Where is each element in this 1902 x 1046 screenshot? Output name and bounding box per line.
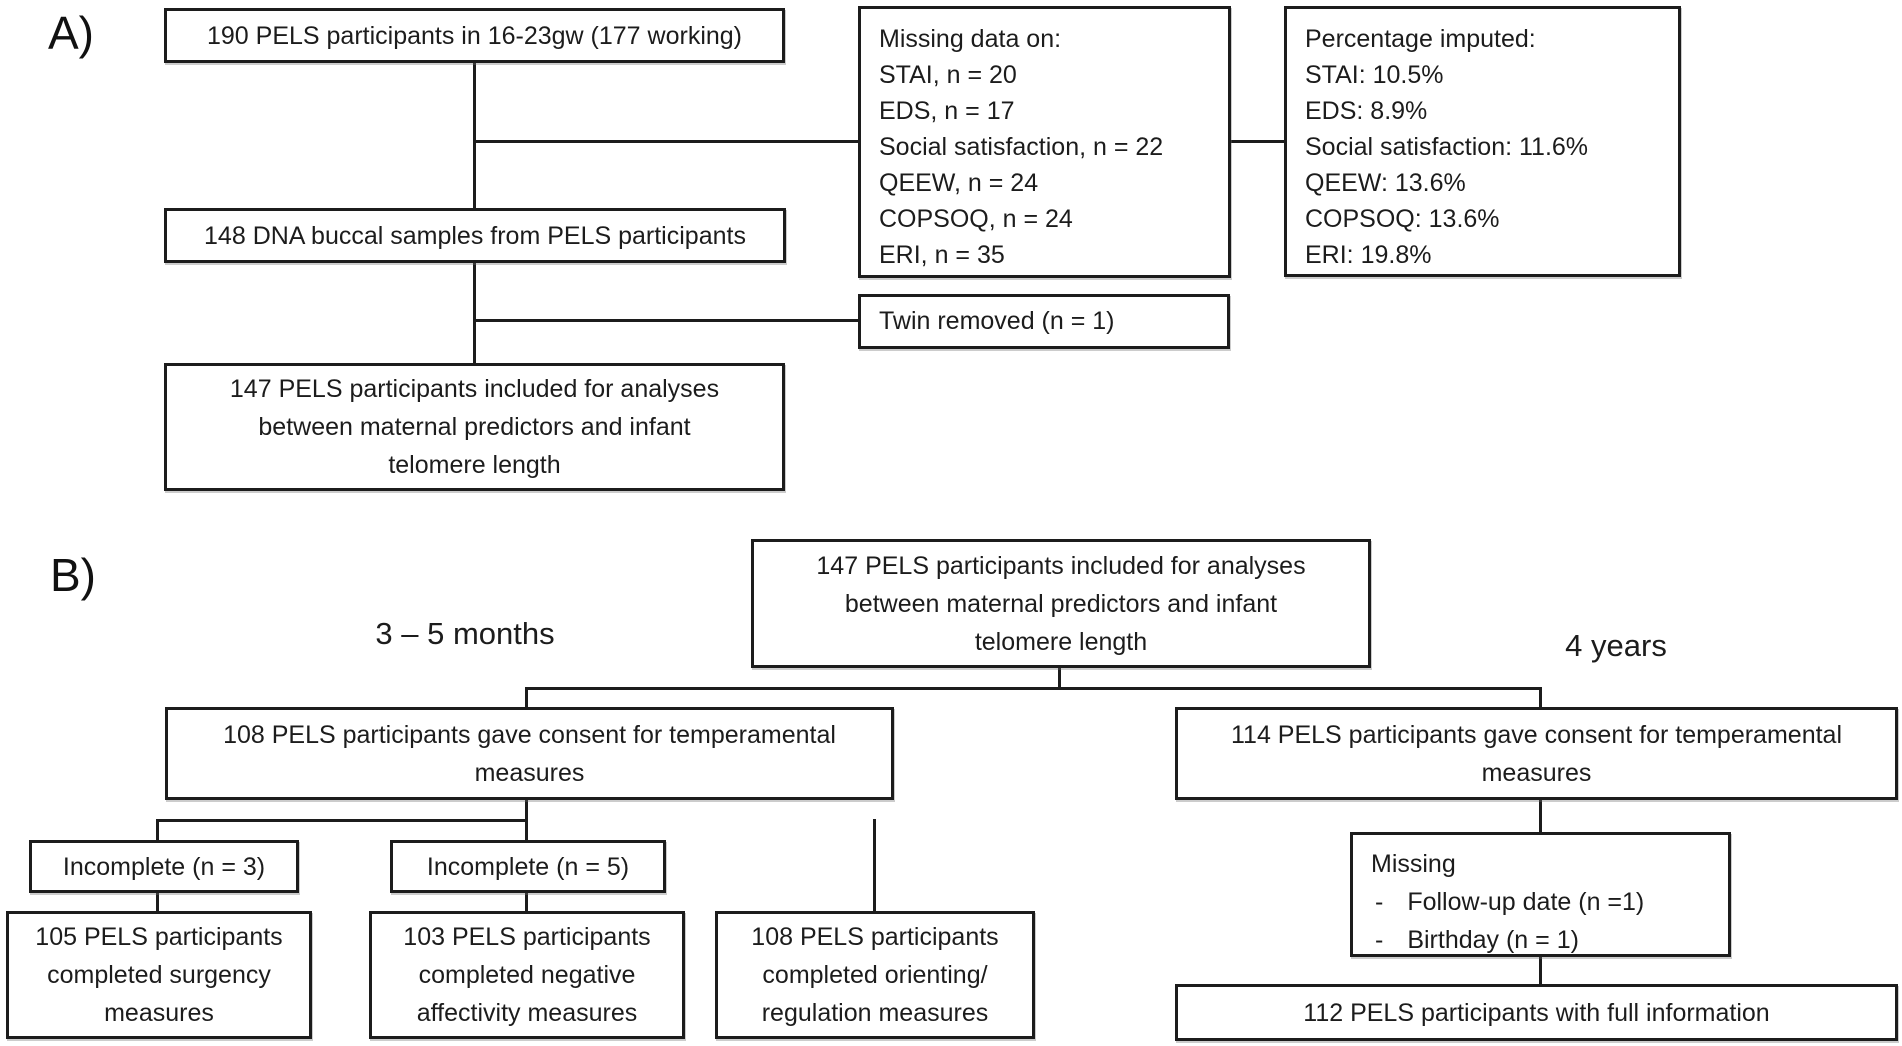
box-147-included-panel-a: 147 PELS participants included for analy… xyxy=(164,363,785,491)
box-108-orienting-line-3: regulation measures xyxy=(761,999,989,1027)
connector-a-branch-missing-data xyxy=(474,140,858,143)
box-112-text: 112 PELS participants with full informat… xyxy=(1303,998,1770,1027)
connector-b-stub-147 xyxy=(1058,666,1061,690)
connector-b-drop-103 xyxy=(525,891,528,913)
missing-data-eds: EDS, n = 17 xyxy=(879,97,1015,125)
box-missing-title: Missing xyxy=(1371,850,1456,878)
box-108-consent-line-2: measures xyxy=(474,758,585,787)
missing-data-qeew: QEEW, n = 24 xyxy=(879,169,1039,197)
connector-b-drop-orienting xyxy=(873,819,876,913)
missing-data-copsoq: COPSOQ, n = 24 xyxy=(879,205,1073,233)
box-147b-line-1: 147 PELS participants included for analy… xyxy=(816,551,1306,580)
box-incomplete-3-text: Incomplete (n = 3) xyxy=(62,852,266,881)
connector-b-splitter xyxy=(525,687,1542,690)
imputed-social: Social satisfaction: 11.6% xyxy=(1305,133,1589,161)
box-missing-followup: Missing - Follow-up date (n =1) - Birthd… xyxy=(1350,832,1731,957)
connector-b-drop-105 xyxy=(156,891,159,913)
box-incomplete-5-text: Incomplete (n = 5) xyxy=(426,852,630,881)
connector-b-drop-108 xyxy=(525,687,528,709)
box-114-consent-line-1: 114 PELS participants gave consent for t… xyxy=(1231,720,1842,749)
box-114-consent-line-2: measures xyxy=(1481,758,1592,787)
missing-data-stai: STAI, n = 20 xyxy=(879,61,1017,89)
connector-b-drop-114 xyxy=(1539,687,1542,709)
box-147a-line-1: 147 PELS participants included for analy… xyxy=(229,375,720,403)
box-108-orienting-line-2: completed orienting/ xyxy=(762,961,988,989)
connector-a-branch-twin-removed xyxy=(474,319,858,322)
bullet-followup-text: Follow-up date (n =1) xyxy=(1407,888,1645,916)
box-103-negative-affectivity: 103 PELS participants completed negative… xyxy=(369,911,685,1039)
box-147b-line-2: between maternal predictors and infant xyxy=(844,589,1278,618)
box-missing-bullet-followup: - Follow-up date (n =1) xyxy=(1371,883,1712,921)
box-108-consent-line-1: 108 PELS participants gave consent for t… xyxy=(223,720,836,749)
bullet-birthday-text: Birthday (n = 1) xyxy=(1407,926,1579,954)
box-missing-bullet-birthday: - Birthday (n = 1) xyxy=(1371,921,1712,959)
connector-b-missing-to-112 xyxy=(1539,955,1542,986)
box-190-participants: 190 PELS participants in 16-23gw (177 wo… xyxy=(164,8,785,63)
connector-b-drop-incomplete-5 xyxy=(525,819,528,842)
imputed-qeew: QEEW: 13.6% xyxy=(1305,169,1466,197)
box-twin-removed-text: Twin removed (n = 1) xyxy=(879,307,1115,335)
box-114-consent: 114 PELS participants gave consent for t… xyxy=(1175,707,1898,800)
connector-a-trunk-upper xyxy=(473,63,476,209)
box-108-orienting-regulation: 108 PELS participants completed orientin… xyxy=(715,911,1035,1039)
box-incomplete-5: Incomplete (n = 5) xyxy=(390,840,666,893)
timepoint-4-years-label: 4 years xyxy=(1565,628,1667,663)
box-148-dna-samples: 148 DNA buccal samples from PELS partici… xyxy=(164,208,786,263)
panel-b-label: B) xyxy=(50,549,96,601)
box-105-line-3: measures xyxy=(104,999,214,1027)
box-103-line-3: affectivity measures xyxy=(416,999,638,1027)
missing-data-social: Social satisfaction, n = 22 xyxy=(879,133,1164,161)
box-147b-line-3: telomere length xyxy=(974,627,1148,656)
box-148-dna-samples-text: 148 DNA buccal samples from PELS partici… xyxy=(204,221,746,250)
box-twin-removed: Twin removed (n = 1) xyxy=(858,294,1230,349)
imputed-copsoq: COPSOQ: 13.6% xyxy=(1305,205,1500,233)
connector-b-drop-incomplete-3 xyxy=(156,819,159,842)
box-108-consent: 108 PELS participants gave consent for t… xyxy=(165,707,894,800)
bullet-dash: - xyxy=(1375,888,1384,916)
box-190-participants-text: 190 PELS participants in 16-23gw (177 wo… xyxy=(206,21,743,50)
box-147a-line-2: between maternal predictors and infant xyxy=(258,413,691,441)
bullet-dash: - xyxy=(1375,926,1384,954)
box-112-full-information: 112 PELS participants with full informat… xyxy=(1175,984,1898,1041)
connector-b-108-down xyxy=(525,798,528,822)
box-103-line-2: completed negative xyxy=(418,961,636,989)
connector-b-114-to-missing xyxy=(1539,798,1542,834)
box-105-surgency: 105 PELS participants completed surgency… xyxy=(6,911,312,1039)
connector-a-trunk-lower xyxy=(473,262,476,363)
connector-b-sub-splitter xyxy=(156,819,528,822)
box-147-included-panel-b: 147 PELS participants included for analy… xyxy=(751,539,1371,668)
imputed-stai: STAI: 10.5% xyxy=(1305,61,1444,89)
missing-data-title: Missing data on: xyxy=(879,25,1062,53)
imputed-eds: EDS: 8.9% xyxy=(1305,97,1428,125)
imputed-title: Percentage imputed: xyxy=(1305,25,1536,53)
panel-a-label: A) xyxy=(48,7,94,59)
timepoint-3-5-months-label: 3 – 5 months xyxy=(375,616,555,651)
box-103-line-1: 103 PELS participants xyxy=(403,923,651,951)
box-missing-data: Missing data on: STAI, n = 20 EDS, n = 1… xyxy=(858,6,1231,278)
box-incomplete-3: Incomplete (n = 3) xyxy=(29,840,299,893)
missing-data-eri: ERI, n = 35 xyxy=(879,241,1005,269)
box-108-orienting-line-1: 108 PELS participants xyxy=(751,923,999,951)
box-percentage-imputed: Percentage imputed: STAI: 10.5% EDS: 8.9… xyxy=(1284,6,1681,277)
connector-a-missing-to-imputed xyxy=(1230,140,1284,143)
box-105-line-2: completed surgency xyxy=(47,961,271,989)
imputed-eri: ERI: 19.8% xyxy=(1305,241,1432,269)
box-105-line-1: 105 PELS participants xyxy=(35,923,283,951)
box-147a-line-3: telomere length xyxy=(388,451,561,479)
